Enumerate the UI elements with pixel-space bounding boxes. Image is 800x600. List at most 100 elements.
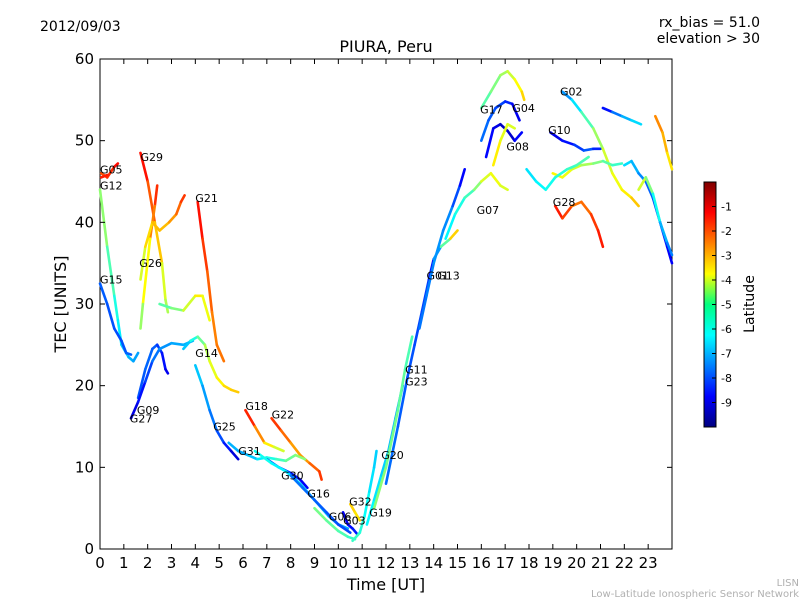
series-segment bbox=[582, 147, 595, 152]
colorbar-tick-label: -9 bbox=[721, 397, 732, 410]
satellite-label: G21 bbox=[195, 192, 218, 205]
series-segment bbox=[160, 351, 167, 371]
series-g15b bbox=[98, 282, 133, 356]
series-segment bbox=[179, 194, 186, 204]
series-segment bbox=[170, 341, 185, 347]
x-tick-label: 8 bbox=[286, 554, 296, 572]
x-tick-label: 7 bbox=[262, 554, 272, 572]
satellite-label: G29 bbox=[141, 151, 164, 164]
series-segment bbox=[113, 162, 120, 169]
series-segment bbox=[341, 510, 350, 526]
series-g03 bbox=[341, 510, 359, 536]
series-segment bbox=[351, 531, 362, 543]
series-segment bbox=[561, 139, 576, 147]
series-segment bbox=[113, 294, 120, 322]
series-segment bbox=[591, 159, 605, 165]
series-segment bbox=[158, 221, 171, 232]
series-segment bbox=[601, 147, 614, 175]
y-tick-label: 0 bbox=[84, 540, 94, 558]
series-g11 bbox=[372, 335, 414, 510]
series-segment bbox=[215, 429, 226, 445]
satellite-label: G11 bbox=[405, 363, 428, 376]
series-segment bbox=[525, 168, 538, 183]
series-segment bbox=[353, 510, 362, 522]
series-segment bbox=[298, 478, 309, 490]
elevation-label: elevation > 30 bbox=[657, 31, 760, 47]
series-segment bbox=[301, 486, 316, 502]
series-segment bbox=[384, 408, 400, 469]
series-segment bbox=[661, 131, 669, 155]
series-segment bbox=[201, 384, 211, 412]
series-segment bbox=[637, 176, 648, 191]
series-segment bbox=[513, 131, 524, 142]
series-segment bbox=[151, 221, 161, 232]
satellite-label: G27 bbox=[130, 412, 153, 425]
series-g28 bbox=[553, 200, 605, 249]
series-segment bbox=[289, 441, 302, 457]
series-segment bbox=[229, 388, 240, 394]
series-segment bbox=[479, 90, 493, 110]
series-segment bbox=[167, 212, 178, 224]
series-g18 bbox=[244, 408, 285, 453]
series-segment bbox=[630, 196, 640, 208]
footer-org-full: Low-Latitude Ionospheric Sensor Network bbox=[591, 589, 799, 600]
series-segment bbox=[513, 78, 524, 93]
series-g29b bbox=[139, 184, 159, 330]
series-segment bbox=[611, 172, 624, 191]
series-segment bbox=[591, 127, 605, 151]
series-segment bbox=[479, 172, 493, 183]
x-axis-ticks: 0 1 2 3 4 5 6 7 8 9 10 11 12 13 14 15 16 17 18 19 20 21 22 23 bbox=[95, 59, 658, 572]
series-segment bbox=[236, 449, 250, 457]
series-segment bbox=[472, 180, 483, 191]
series-g02b bbox=[601, 106, 643, 126]
series-segment bbox=[570, 200, 583, 208]
series-segment bbox=[487, 106, 497, 122]
x-tick-label: 2 bbox=[143, 554, 153, 572]
series-segment bbox=[644, 176, 655, 196]
series-segment bbox=[229, 449, 240, 461]
series-segment bbox=[506, 70, 517, 81]
y-tick-label: 10 bbox=[75, 458, 94, 476]
series-segment bbox=[384, 425, 400, 486]
series-segment bbox=[572, 143, 586, 152]
series-g26 bbox=[139, 194, 186, 281]
series-segment bbox=[289, 471, 302, 481]
series-segment bbox=[665, 241, 674, 257]
series-segment bbox=[561, 90, 574, 102]
series-segment bbox=[153, 184, 159, 208]
series-segment bbox=[489, 74, 502, 93]
y-axis-label: TEC [UNITS] bbox=[51, 256, 70, 354]
x-tick-label: 14 bbox=[424, 554, 443, 572]
series-segment bbox=[553, 204, 564, 220]
satellite-label: G05 bbox=[100, 163, 123, 176]
series-segment bbox=[348, 502, 357, 514]
series-segment bbox=[124, 351, 133, 356]
series-segment bbox=[651, 192, 662, 224]
satellite-label: G16 bbox=[307, 488, 330, 501]
x-tick-label: 3 bbox=[167, 554, 177, 572]
series-g13 bbox=[418, 168, 467, 330]
series-segment bbox=[448, 229, 459, 240]
series-segment bbox=[136, 380, 147, 404]
series-segment bbox=[658, 221, 669, 245]
series-segment bbox=[506, 129, 517, 142]
series-layer bbox=[98, 70, 674, 543]
satellite-label: G23 bbox=[405, 376, 428, 389]
series-segment bbox=[270, 416, 283, 432]
series-segment bbox=[358, 514, 366, 535]
series-segment bbox=[458, 168, 467, 187]
satellite-label: G13 bbox=[437, 269, 460, 282]
series-segment bbox=[265, 456, 278, 461]
series-segment bbox=[580, 110, 595, 130]
x-tick-label: 11 bbox=[353, 554, 372, 572]
series-segment bbox=[206, 269, 214, 314]
series-segment bbox=[665, 245, 674, 265]
series-segment bbox=[222, 441, 233, 453]
series-segment bbox=[601, 106, 614, 114]
satellite-label: G20 bbox=[381, 449, 404, 462]
series-segment bbox=[170, 306, 185, 312]
series-segment bbox=[506, 123, 517, 130]
series-segment bbox=[396, 367, 407, 412]
series-segment bbox=[158, 302, 173, 310]
